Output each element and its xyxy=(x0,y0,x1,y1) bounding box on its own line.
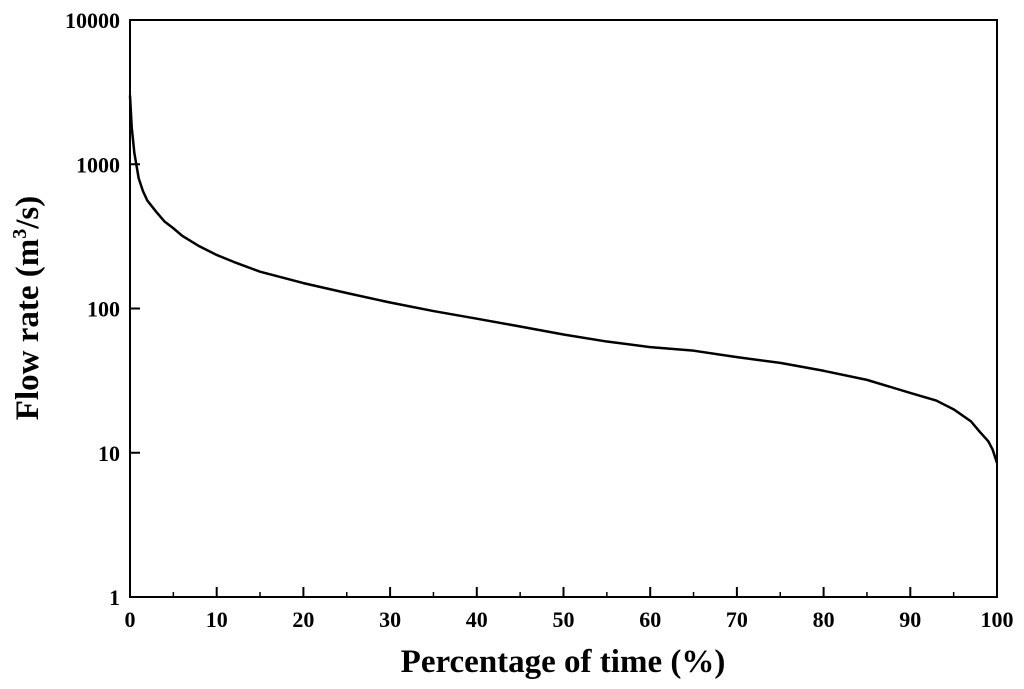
y-axis-ticks: 1 10 100 1000 10000 xyxy=(65,8,140,610)
y-axis-title-main: Flow rate (m xyxy=(10,239,46,420)
x-tick-label: 10 xyxy=(206,607,228,632)
y-tick-label: 10 xyxy=(98,441,120,466)
x-tick-label: 100 xyxy=(981,607,1014,632)
x-tick-label: 20 xyxy=(292,607,314,632)
x-axis-ticks: 0 10 20 30 40 50 60 70 80 90 100 xyxy=(125,587,1014,632)
y-axis-title: Flow rate (m3/s) xyxy=(9,196,46,420)
y-axis-title-superscript: 3 xyxy=(9,229,31,239)
flow-duration-curve xyxy=(128,95,999,464)
x-tick-label: 0 xyxy=(125,607,136,632)
x-axis-title: Percentage of time (%) xyxy=(401,644,726,680)
x-tick-label: 30 xyxy=(379,607,401,632)
y-tick-label: 10000 xyxy=(65,8,120,33)
x-tick-label: 50 xyxy=(553,607,575,632)
y-tick-label: 1 xyxy=(109,585,120,610)
y-tick-label: 1000 xyxy=(76,152,120,177)
plot-frame xyxy=(129,19,998,598)
x-tick-label: 40 xyxy=(466,607,488,632)
y-axis-title-end: /s) xyxy=(10,196,46,230)
x-tick-label: 60 xyxy=(639,607,661,632)
x-tick-label: 90 xyxy=(899,607,921,632)
x-tick-label: 70 xyxy=(726,607,748,632)
x-tick-label: 80 xyxy=(813,607,835,632)
y-tick-label: 100 xyxy=(87,297,120,322)
